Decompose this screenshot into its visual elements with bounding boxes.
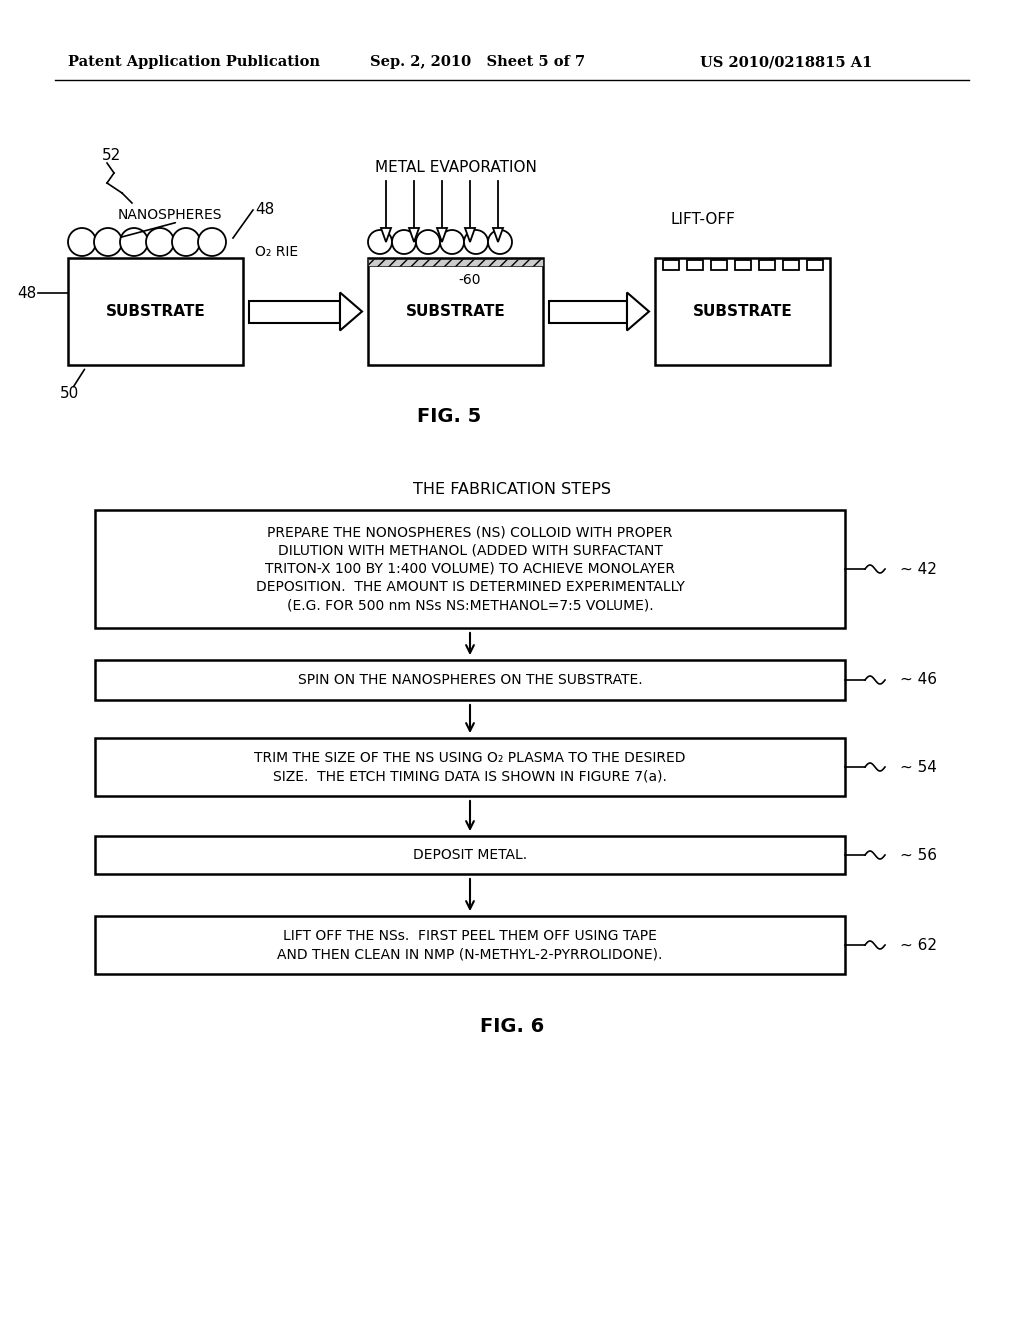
Text: ~ 56: ~ 56: [900, 847, 937, 862]
Bar: [655, 257, 830, 366]
Text: -60: -60: [458, 273, 480, 286]
Bar: [95, 738, 845, 796]
Bar: [734, 260, 751, 271]
Circle shape: [488, 230, 512, 253]
Text: LIFT-OFF: LIFT-OFF: [670, 213, 735, 227]
Text: 50: 50: [60, 385, 79, 400]
Text: SUBSTRATE: SUBSTRATE: [105, 304, 206, 319]
Bar: [759, 260, 774, 271]
Circle shape: [464, 230, 488, 253]
Bar: [95, 510, 845, 628]
Text: US 2010/0218815 A1: US 2010/0218815 A1: [700, 55, 872, 69]
Text: ~ 54: ~ 54: [900, 759, 937, 775]
Bar: [68, 257, 243, 366]
Text: 52: 52: [102, 148, 121, 162]
Circle shape: [368, 230, 392, 253]
Text: 48: 48: [255, 202, 274, 218]
Text: 48: 48: [16, 285, 36, 301]
Bar: [95, 660, 845, 700]
Polygon shape: [381, 228, 391, 242]
Text: FIG. 6: FIG. 6: [480, 1016, 544, 1035]
Bar: [686, 260, 702, 271]
Bar: [368, 257, 543, 366]
Circle shape: [198, 228, 226, 256]
Polygon shape: [627, 293, 649, 330]
Bar: [782, 260, 799, 271]
Polygon shape: [340, 293, 362, 330]
Text: TRIM THE SIZE OF THE NS USING O₂ PLASMA TO THE DESIRED
SIZE.  THE ETCH TIMING DA: TRIM THE SIZE OF THE NS USING O₂ PLASMA …: [254, 751, 686, 783]
Bar: [95, 836, 845, 874]
Text: THE FABRICATION STEPS: THE FABRICATION STEPS: [413, 483, 611, 498]
Text: FIG. 5: FIG. 5: [417, 408, 481, 426]
Text: NANOSPHERES: NANOSPHERES: [118, 209, 222, 222]
Bar: [368, 259, 543, 267]
Text: ~ 62: ~ 62: [900, 937, 937, 953]
Circle shape: [440, 230, 464, 253]
Text: ~ 42: ~ 42: [900, 561, 937, 577]
Circle shape: [68, 228, 96, 256]
Text: LIFT OFF THE NSs.  FIRST PEEL THEM OFF USING TAPE
AND THEN CLEAN IN NMP (N-METHY: LIFT OFF THE NSs. FIRST PEEL THEM OFF US…: [278, 929, 663, 961]
Text: PREPARE THE NONOSPHERES (NS) COLLOID WITH PROPER
DILUTION WITH METHANOL (ADDED W: PREPARE THE NONOSPHERES (NS) COLLOID WIT…: [256, 525, 684, 612]
Text: Sep. 2, 2010   Sheet 5 of 7: Sep. 2, 2010 Sheet 5 of 7: [370, 55, 585, 69]
Text: METAL EVAPORATION: METAL EVAPORATION: [375, 160, 537, 174]
Bar: [663, 260, 679, 271]
Bar: [711, 260, 726, 271]
Circle shape: [146, 228, 174, 256]
Text: SUBSTRATE: SUBSTRATE: [406, 304, 506, 319]
Circle shape: [392, 230, 416, 253]
Text: SUBSTRATE: SUBSTRATE: [692, 304, 793, 319]
Circle shape: [416, 230, 440, 253]
Polygon shape: [409, 228, 419, 242]
Circle shape: [172, 228, 200, 256]
Bar: [249, 301, 340, 322]
Circle shape: [94, 228, 122, 256]
Circle shape: [120, 228, 148, 256]
Polygon shape: [465, 228, 475, 242]
Text: DEPOSIT METAL.: DEPOSIT METAL.: [413, 847, 527, 862]
Bar: [95, 916, 845, 974]
Bar: [807, 260, 822, 271]
Polygon shape: [493, 228, 503, 242]
Bar: [549, 301, 627, 322]
Bar: [368, 259, 543, 267]
Text: SPIN ON THE NANOSPHERES ON THE SUBSTRATE.: SPIN ON THE NANOSPHERES ON THE SUBSTRATE…: [298, 673, 642, 686]
Text: Patent Application Publication: Patent Application Publication: [68, 55, 319, 69]
Polygon shape: [437, 228, 447, 242]
Text: ~ 46: ~ 46: [900, 672, 937, 688]
Text: O₂ RIE: O₂ RIE: [255, 246, 298, 259]
